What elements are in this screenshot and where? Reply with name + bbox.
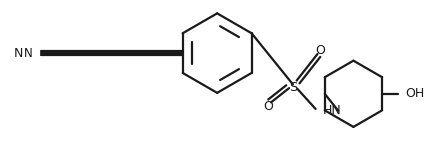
Text: N: N <box>14 47 23 60</box>
Text: HN: HN <box>323 104 342 117</box>
Text: S: S <box>289 81 297 94</box>
Text: O: O <box>315 44 325 57</box>
Text: O: O <box>263 100 273 113</box>
Text: N: N <box>23 47 32 60</box>
Text: OH: OH <box>405 87 424 100</box>
